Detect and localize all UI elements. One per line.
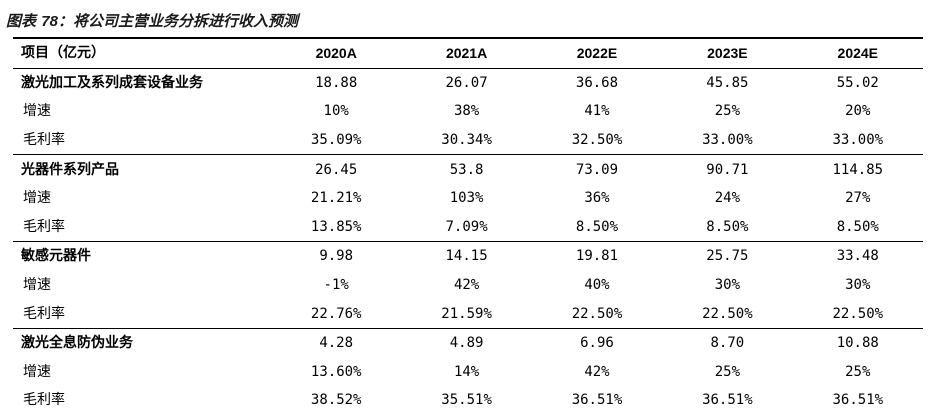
metric-row: 毛利率 38.52% 35.51% 36.51% 36.51% 36.51% (13, 386, 923, 415)
value-cell: 10.88 (792, 327, 923, 358)
segment-row: 光器件系列产品 26.45 53.8 73.09 90.71 114.85 (13, 154, 923, 184)
value-cell: 36% (584, 190, 610, 207)
value-cell: 103% (449, 190, 484, 207)
value-cell: 20% (845, 103, 871, 120)
value-cell: 10% (323, 103, 349, 120)
value-cell: 41% (584, 103, 610, 120)
metric-row: 增速 10% 38% 41% 25% 20% (13, 97, 923, 126)
value-cell: 8.70 (662, 327, 793, 358)
value-cell: 14.15 (401, 241, 532, 271)
value-cell: 26.07 (401, 67, 532, 98)
header-year-2023e: 2023E (662, 36, 793, 69)
value-cell: 36.68 (531, 67, 663, 98)
table-header-row: 项目（亿元） 2020A 2021A 2022E 2023E 2024E (13, 36, 923, 69)
metric-row: 增速 21.21% 103% 36% 24% 27% (13, 184, 923, 213)
metric-label: 毛利率 (23, 218, 65, 235)
value-cell: 33.00% (702, 132, 753, 149)
value-cell: 45.85 (662, 67, 793, 98)
value-cell: 30% (714, 277, 741, 294)
value-cell: 25.75 (662, 241, 793, 271)
value-cell: 8.50% (836, 218, 879, 235)
value-cell: 38% (453, 103, 480, 120)
value-cell: 40% (584, 277, 610, 294)
metric-row: 增速 -1% 42% 40% 30% 30% (13, 271, 923, 300)
value-cell: 22.76% (310, 305, 362, 322)
value-cell: 25% (845, 363, 871, 380)
segment-label: 光器件系列产品 (13, 154, 271, 184)
value-cell: 27% (845, 190, 871, 207)
value-cell: 114.85 (792, 154, 923, 184)
value-cell: 36.51% (832, 392, 884, 409)
caption-number: 78 (41, 13, 58, 30)
value-cell: 73.09 (531, 154, 663, 184)
header-year-2020a: 2020A (271, 36, 402, 69)
value-cell: 26.45 (271, 154, 402, 184)
value-cell: 4.28 (271, 327, 402, 358)
value-cell: 6.96 (531, 327, 663, 358)
metric-row: 增速 13.60% 14% 42% 25% 25% (13, 358, 923, 387)
value-cell: 8.50% (575, 218, 619, 235)
header-year-2021a: 2021A (401, 36, 532, 69)
value-cell: 18.88 (271, 67, 402, 98)
value-cell: 55.02 (792, 67, 923, 98)
value-cell: 14% (453, 363, 480, 380)
figure-caption: 图表 78：将公司主营业务分拆进行收入预测 (6, 10, 298, 31)
value-cell: 8.50% (706, 218, 749, 235)
value-cell: 90.71 (662, 154, 793, 184)
value-cell: 24% (714, 190, 741, 207)
segment-row: 敏感元器件 9.98 14.15 19.81 25.75 33.48 (13, 241, 923, 271)
metric-label: 增速 (23, 190, 51, 207)
metric-label: 增速 (23, 103, 51, 120)
value-cell: 13.85% (310, 218, 362, 235)
metric-label: 增速 (23, 363, 51, 380)
value-cell: 21.21% (310, 190, 362, 207)
value-cell: 38.52% (310, 392, 362, 409)
metric-row: 毛利率 22.76% 21.59% 22.50% 22.50% 22.50% (13, 299, 923, 328)
metric-label: 毛利率 (23, 305, 65, 322)
value-cell: 42% (584, 363, 610, 380)
value-cell: 4.89 (401, 327, 532, 358)
metric-label: 增速 (23, 277, 51, 294)
segment-row: 激光加工及系列成套设备业务 18.88 26.07 36.68 45.85 55.02 (13, 67, 923, 98)
value-cell: 7.09% (445, 218, 488, 235)
header-item: 项目（亿元） (13, 36, 271, 69)
value-cell: 25% (714, 103, 741, 120)
revenue-forecast-table: 项目（亿元） 2020A 2021A 2022E 2023E 2024E 激光加… (13, 36, 923, 415)
value-cell: 36.51% (702, 392, 753, 409)
caption-text: ：将公司主营业务分拆进行收入预测 (57, 12, 298, 30)
value-cell: 32.50% (571, 132, 623, 149)
segment-row: 激光全息防伪业务 4.28 4.89 6.96 8.70 10.88 (13, 327, 923, 358)
value-cell: 42% (453, 277, 480, 294)
value-cell: 53.8 (401, 154, 532, 184)
value-cell: 35.09% (310, 132, 362, 149)
value-cell: 22.50% (571, 305, 623, 322)
value-cell: 22.50% (832, 305, 884, 322)
segment-label: 激光全息防伪业务 (13, 327, 271, 358)
segment-label: 激光加工及系列成套设备业务 (13, 67, 271, 98)
metric-row: 毛利率 13.85% 7.09% 8.50% 8.50% 8.50% (13, 213, 923, 242)
value-cell: 33.00% (832, 132, 884, 149)
value-cell: 19.81 (531, 241, 663, 271)
metric-label: 毛利率 (23, 392, 65, 409)
value-cell: 13.60% (310, 363, 362, 380)
header-year-2022e: 2022E (531, 36, 663, 69)
value-cell: 35.51% (441, 392, 492, 409)
value-cell: 36.51% (571, 392, 623, 409)
metric-label: 毛利率 (23, 132, 65, 149)
caption-prefix: 图表 (6, 12, 37, 30)
metric-row: 毛利率 35.09% 30.34% 32.50% 33.00% 33.00% (13, 126, 923, 155)
value-cell: 30.34% (441, 132, 492, 149)
value-cell: 30% (845, 277, 871, 294)
value-cell: 22.50% (702, 305, 753, 322)
value-cell: 25% (714, 363, 741, 380)
segment-label: 敏感元器件 (13, 241, 271, 271)
value-cell: 33.48 (792, 241, 923, 271)
value-cell: 9.98 (271, 241, 402, 271)
value-cell: 21.59% (441, 305, 492, 322)
value-cell: -1% (323, 277, 349, 294)
header-year-2024e: 2024E (792, 36, 923, 69)
